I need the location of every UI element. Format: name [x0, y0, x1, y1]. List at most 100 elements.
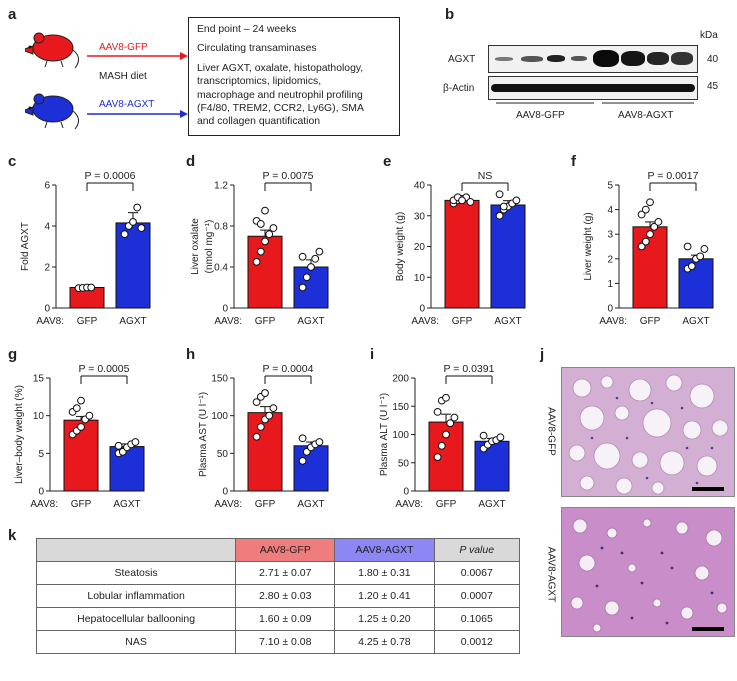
histology-image-agxt: [561, 507, 735, 637]
blot-group-gfp: AAV8-GFP: [516, 110, 565, 121]
y-tick-label: 2: [607, 254, 613, 265]
x-prefix-label: AAV8:: [36, 316, 64, 327]
blot-row-label-agxt: AGXT: [448, 54, 476, 65]
data-point: [133, 203, 142, 212]
data-point: [261, 237, 269, 246]
y-tick-label: 2: [44, 263, 50, 274]
y-axis-label: Plasma ALT (U l⁻¹): [379, 393, 390, 476]
panel-label-a: a: [8, 6, 17, 23]
data-point: [496, 433, 505, 442]
data-point: [446, 419, 455, 428]
table-row: NAS 7.10 ± 0.08 4.25 ± 0.78 0.0012: [35, 630, 520, 654]
table-row: Hepatocellular ballooning 1.60 ± 0.09 1.…: [35, 607, 520, 631]
panel-label-g: g: [8, 346, 18, 363]
y-tick-label: 4: [607, 205, 613, 216]
p-value-label: P = 0.0075: [263, 170, 314, 182]
p-value-label: P = 0.0017: [648, 170, 699, 182]
y-tick-label: 0: [403, 487, 409, 498]
histo-caption-agxt: AAV8-AGXT: [545, 546, 557, 603]
data-point: [646, 198, 654, 207]
y-tick-label: 100: [211, 411, 228, 422]
data-point: [298, 434, 307, 443]
y-axis-label: (nmol mg⁻¹): [204, 220, 215, 274]
data-point: [479, 431, 488, 440]
data-point: [114, 441, 123, 450]
kda-value-agxt: 40: [707, 54, 719, 65]
x-tick-label: AGXT: [119, 316, 146, 327]
y-tick-label: 5: [607, 181, 613, 192]
scale-bar-icon: [692, 627, 724, 631]
panel-label-c: c: [8, 153, 17, 170]
chart-liver-weight: 0 1 2 3 4 5 Liver weight (g) GFP AGXT AAV8: P = 0.…: [583, 170, 714, 327]
bar-gfp: [632, 226, 668, 309]
y-axis-label: Liver–body weight (%): [14, 385, 25, 484]
blot-group-lines: [496, 102, 694, 104]
y-tick-label: 0: [419, 304, 425, 315]
histology-gfp-pattern: [562, 368, 734, 496]
kda-label: kDa: [700, 30, 718, 41]
data-point: [641, 205, 650, 214]
y-tick-label: 0: [44, 304, 50, 315]
histology-image-gfp: [561, 367, 735, 497]
y-tick-label: 6: [44, 181, 50, 192]
kda-value-actin: 45: [707, 81, 719, 92]
y-tick-label: 200: [392, 374, 409, 385]
y-axis-label: Liver weight (g): [583, 212, 594, 280]
x-tick-label: AGXT: [494, 316, 521, 327]
panel-label-j: j: [540, 346, 545, 363]
y-tick-label: 0: [222, 304, 228, 315]
blue-mouse-icon: [25, 93, 79, 130]
data-point: [307, 263, 315, 271]
x-tick-label: AGXT: [682, 316, 709, 327]
data-point: [120, 230, 129, 239]
p-value-label: P = 0.0005: [79, 363, 130, 375]
data-point: [442, 393, 450, 402]
y-tick-label: 40: [414, 181, 426, 192]
arrow-agxt-icon: [87, 110, 188, 118]
bar-agxt: [678, 258, 714, 309]
x-tick-label: GFP: [77, 316, 98, 327]
x-tick-label: AGXT: [113, 499, 140, 510]
p-value-label: P = 0.0004: [263, 363, 314, 375]
box-line: transcriptomics, lipidomics,: [197, 76, 322, 88]
data-point: [315, 247, 324, 256]
table-cell: 1.80 ± 0.31: [334, 561, 435, 585]
chart-body-weight: 0 10 20 30 40 Body weight (g) GFP AGXT AAV8: NS: [395, 170, 526, 327]
y-tick-label: 1.2: [214, 181, 228, 192]
histology-score-table: AAV8-GFP AAV8-AGXT P value Steatosis 2.7…: [35, 538, 520, 654]
y-tick-label: 10: [414, 273, 426, 284]
data-point: [298, 456, 307, 465]
table-cell: 0.0007: [433, 584, 520, 608]
table-header-cell: AAV8-GFP: [235, 538, 336, 562]
table-cell: 7.10 ± 0.08: [235, 630, 336, 654]
data-point: [512, 196, 521, 205]
bar-gfp: [444, 199, 480, 309]
y-tick-label: 20: [414, 242, 426, 253]
panel-label-k: k: [8, 527, 17, 544]
data-point: [77, 423, 85, 431]
arrow-gfp-icon: [87, 52, 188, 60]
data-point: [261, 206, 269, 215]
blot-group-agxt: AAV8-AGXT: [618, 110, 674, 121]
endpoint-box: End point – 24 weeks Circulating transam…: [188, 17, 400, 136]
box-line: macrophage and neutrophil profiling: [197, 89, 363, 101]
blot-actin: [488, 76, 698, 100]
data-point: [687, 262, 696, 271]
box-line: and collagen quantification: [197, 116, 321, 128]
y-tick-label: 3: [607, 230, 613, 241]
table-cell: Lobular inflammation: [35, 584, 237, 608]
mouse-schematic: [25, 32, 188, 130]
data-point: [437, 441, 446, 450]
table-cell: 0.1065: [433, 607, 520, 631]
data-point: [72, 404, 81, 413]
table-header-cell: [35, 538, 237, 562]
x-prefix-label: AAV8:: [411, 316, 439, 327]
box-line: Liver AGXT, oxalate, histopathology,: [197, 62, 364, 74]
y-tick-label: 150: [211, 374, 228, 385]
x-prefix-label: AAV8:: [395, 499, 423, 510]
y-tick-label: 150: [392, 402, 409, 413]
y-axis-label: Plasma AST (U l⁻¹): [198, 392, 209, 477]
data-point: [637, 242, 646, 251]
data-point: [269, 224, 278, 232]
